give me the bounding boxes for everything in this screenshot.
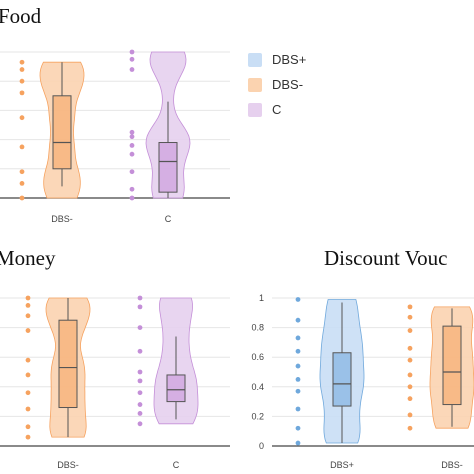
data-point (19, 144, 25, 150)
legend-label-c: C (272, 102, 282, 117)
data-point (407, 396, 413, 402)
data-point (129, 134, 135, 140)
data-point (129, 56, 135, 62)
legend-swatch-dbs-minus (248, 77, 262, 92)
y-tick-label: 0.2 (251, 411, 264, 421)
data-point (129, 195, 135, 201)
panel-2: DBS- C (0, 295, 230, 470)
data-point (19, 67, 25, 72)
money-panel-title: Money (0, 246, 56, 270)
panel-3: 0 0.2 0.4 0.6 0.8 1 DBS+ DBS- (251, 293, 474, 470)
data-point (295, 297, 301, 302)
data-point (19, 90, 25, 96)
legend-item-dbs-minus[interactable]: DBS- (248, 74, 306, 95)
data-point (407, 384, 413, 390)
box-iqr (58, 319, 78, 409)
box-iqr (52, 95, 72, 170)
data-point (19, 195, 25, 201)
data-point (19, 115, 25, 121)
box-iqr (158, 142, 178, 193)
box-iqr (332, 352, 352, 407)
data-point (137, 304, 143, 310)
data-point (295, 317, 301, 323)
data-point (137, 348, 143, 354)
data-point (137, 295, 143, 301)
data-point (19, 169, 25, 175)
data-point (129, 186, 135, 192)
data-point (407, 425, 413, 431)
data-point (19, 78, 25, 84)
data-point (129, 151, 135, 157)
data-point (25, 424, 31, 430)
y-tick-label: 0.8 (251, 323, 264, 333)
data-point (25, 406, 31, 412)
x-tick-label: DBS+ (330, 460, 354, 470)
data-point (25, 390, 31, 396)
data-point (295, 440, 301, 446)
data-point (129, 49, 135, 55)
data-point (19, 181, 25, 186)
data-point (25, 372, 31, 378)
data-point (25, 303, 31, 308)
data-point (25, 328, 31, 333)
legend: DBS+ DBS- C (248, 49, 306, 124)
legend-label-dbs-plus: DBS+ (272, 52, 307, 67)
data-point (129, 169, 135, 175)
data-point (25, 434, 31, 440)
box-iqr (166, 374, 186, 403)
legend-item-c[interactable]: C (248, 99, 306, 120)
data-point (137, 378, 143, 384)
data-point (407, 314, 413, 320)
data-point (129, 67, 135, 72)
data-point (137, 402, 143, 407)
data-point (137, 421, 143, 427)
data-point (295, 425, 301, 431)
y-tick-label: 1 (259, 293, 264, 303)
data-point (129, 143, 135, 148)
box-iqr (442, 325, 462, 406)
x-tick-label: DBS- (441, 460, 463, 470)
data-point (295, 388, 301, 394)
x-tick-label: DBS- (57, 460, 79, 470)
data-point (25, 295, 31, 301)
data-point (137, 325, 143, 330)
data-point (25, 357, 31, 363)
legend-swatch-c (248, 102, 262, 117)
panel-1: DBS- C (0, 49, 230, 224)
legend-label-dbs-minus: DBS- (272, 77, 304, 92)
data-point (407, 304, 413, 310)
data-point (407, 345, 413, 351)
data-point (295, 348, 301, 354)
discount-panel-title: Discount Vouc (324, 246, 448, 270)
x-tick-label: C (173, 460, 180, 470)
data-point (407, 372, 413, 378)
legend-swatch-dbs-plus (248, 52, 262, 67)
data-point (129, 129, 135, 135)
data-point (295, 406, 301, 412)
y-tick-label: 0.6 (251, 352, 264, 362)
data-point (137, 369, 143, 375)
y-tick-label: 0 (259, 441, 264, 451)
data-point (407, 328, 413, 333)
data-point (137, 390, 143, 396)
y-tick-label: 0.4 (251, 382, 264, 392)
data-point (137, 411, 143, 416)
data-point (407, 357, 413, 363)
x-tick-label: DBS- (51, 214, 73, 224)
data-point (295, 363, 301, 369)
x-tick-label: C (165, 214, 172, 224)
data-point (295, 377, 301, 382)
data-point (25, 313, 31, 319)
food-panel-title: Food (0, 4, 42, 28)
data-point (407, 412, 413, 418)
legend-item-dbs-plus[interactable]: DBS+ (248, 49, 306, 70)
data-point (19, 59, 25, 65)
data-point (295, 335, 301, 341)
